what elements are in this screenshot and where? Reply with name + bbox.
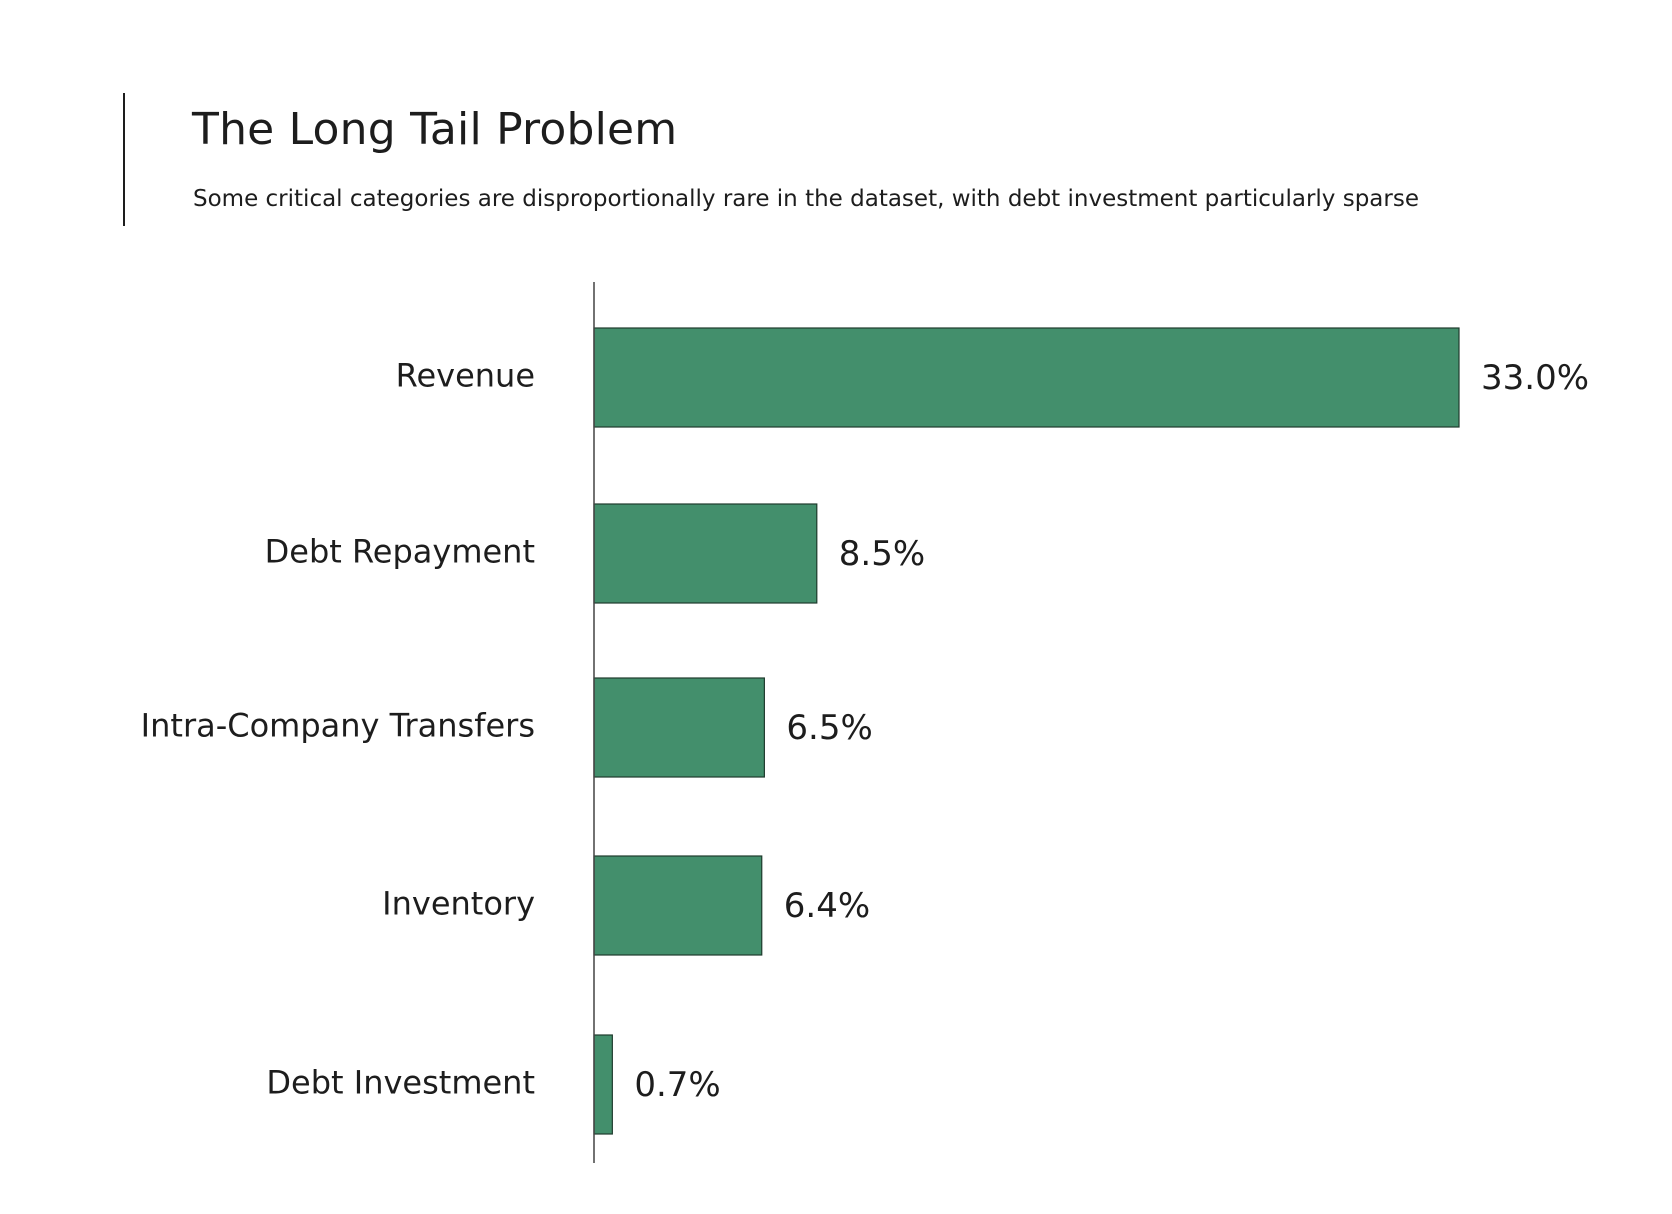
value-label-revenue: 33.0%: [1481, 358, 1589, 398]
category-label-debt-repayment: Debt Repayment: [265, 533, 535, 571]
category-label-debt-investment: Debt Investment: [266, 1064, 535, 1102]
bar-debt-repayment: [593, 503, 818, 604]
bar-debt-investment: [593, 1034, 613, 1135]
value-label-intra-company-transfers: 6.5%: [786, 708, 872, 748]
bar-inventory: [593, 855, 763, 956]
value-label-inventory: 6.4%: [784, 886, 870, 926]
chart-subtitle: Some critical categories are disproporti…: [193, 186, 1419, 212]
bar-intra-company-transfers: [593, 677, 765, 778]
chart-title: The Long Tail Problem: [192, 104, 678, 155]
category-label-revenue: Revenue: [396, 357, 535, 395]
bar-revenue: [593, 327, 1460, 428]
title-accent-rule: [123, 93, 125, 226]
value-label-debt-investment: 0.7%: [634, 1065, 720, 1105]
category-label-intra-company-transfers: Intra-Company Transfers: [141, 707, 535, 745]
value-label-debt-repayment: 8.5%: [839, 534, 925, 574]
category-label-inventory: Inventory: [382, 885, 535, 923]
